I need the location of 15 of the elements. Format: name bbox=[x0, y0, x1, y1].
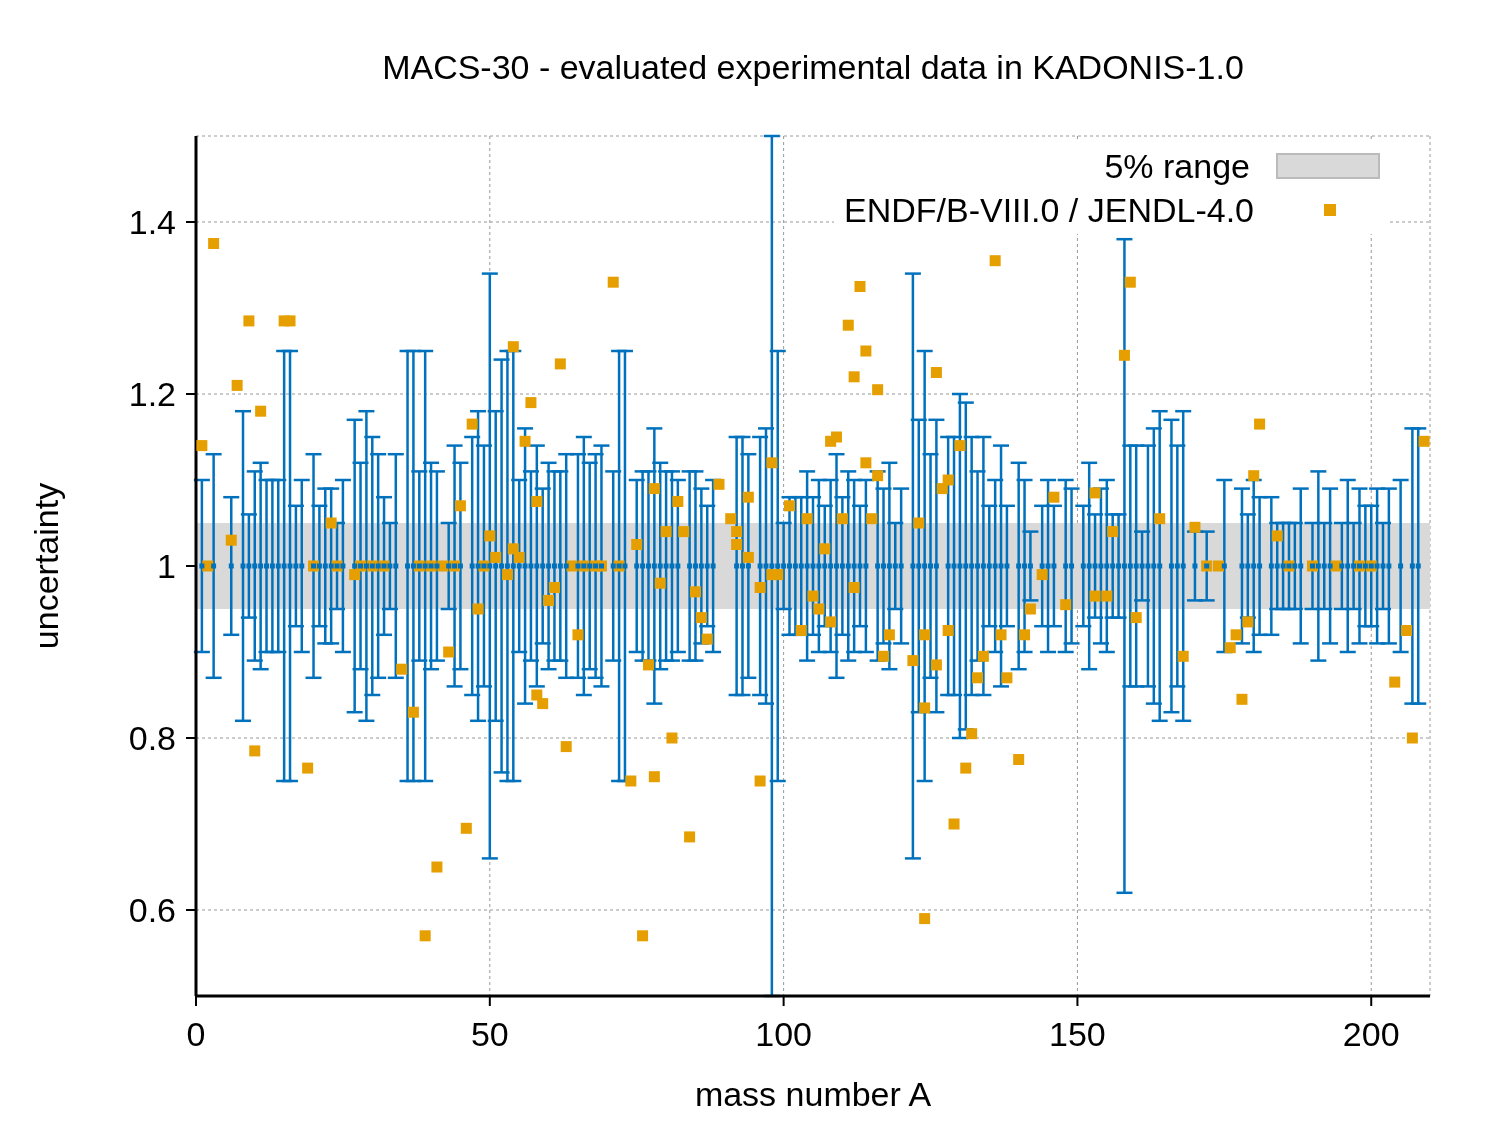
x-tick-label: 50 bbox=[470, 1015, 509, 1054]
y-tick-label: 0.6 bbox=[128, 891, 176, 930]
chart-title: MACS-30 - evaluated experimental data in KADONIS-1.0 bbox=[381, 48, 1245, 87]
y-tick-label: 1.4 bbox=[128, 203, 176, 242]
y-tick-label: 1 bbox=[157, 547, 176, 586]
x-tick-label: 100 bbox=[755, 1015, 812, 1054]
x-tick-label: 200 bbox=[1342, 1015, 1400, 1054]
x-axis-title: mass number A bbox=[694, 1075, 932, 1113]
x-tick-label: 150 bbox=[1049, 1015, 1106, 1054]
y-axis-title: uncertainty bbox=[27, 482, 66, 650]
legend-label: 5% range bbox=[1104, 146, 1250, 186]
legend-label: ENDF/B-VIII.0 / JENDL-4.0 bbox=[844, 190, 1254, 230]
y-tick-label: 1.2 bbox=[128, 375, 176, 414]
y-tick-label: 0.8 bbox=[128, 719, 176, 758]
x-tick-label: 0 bbox=[186, 1015, 206, 1054]
